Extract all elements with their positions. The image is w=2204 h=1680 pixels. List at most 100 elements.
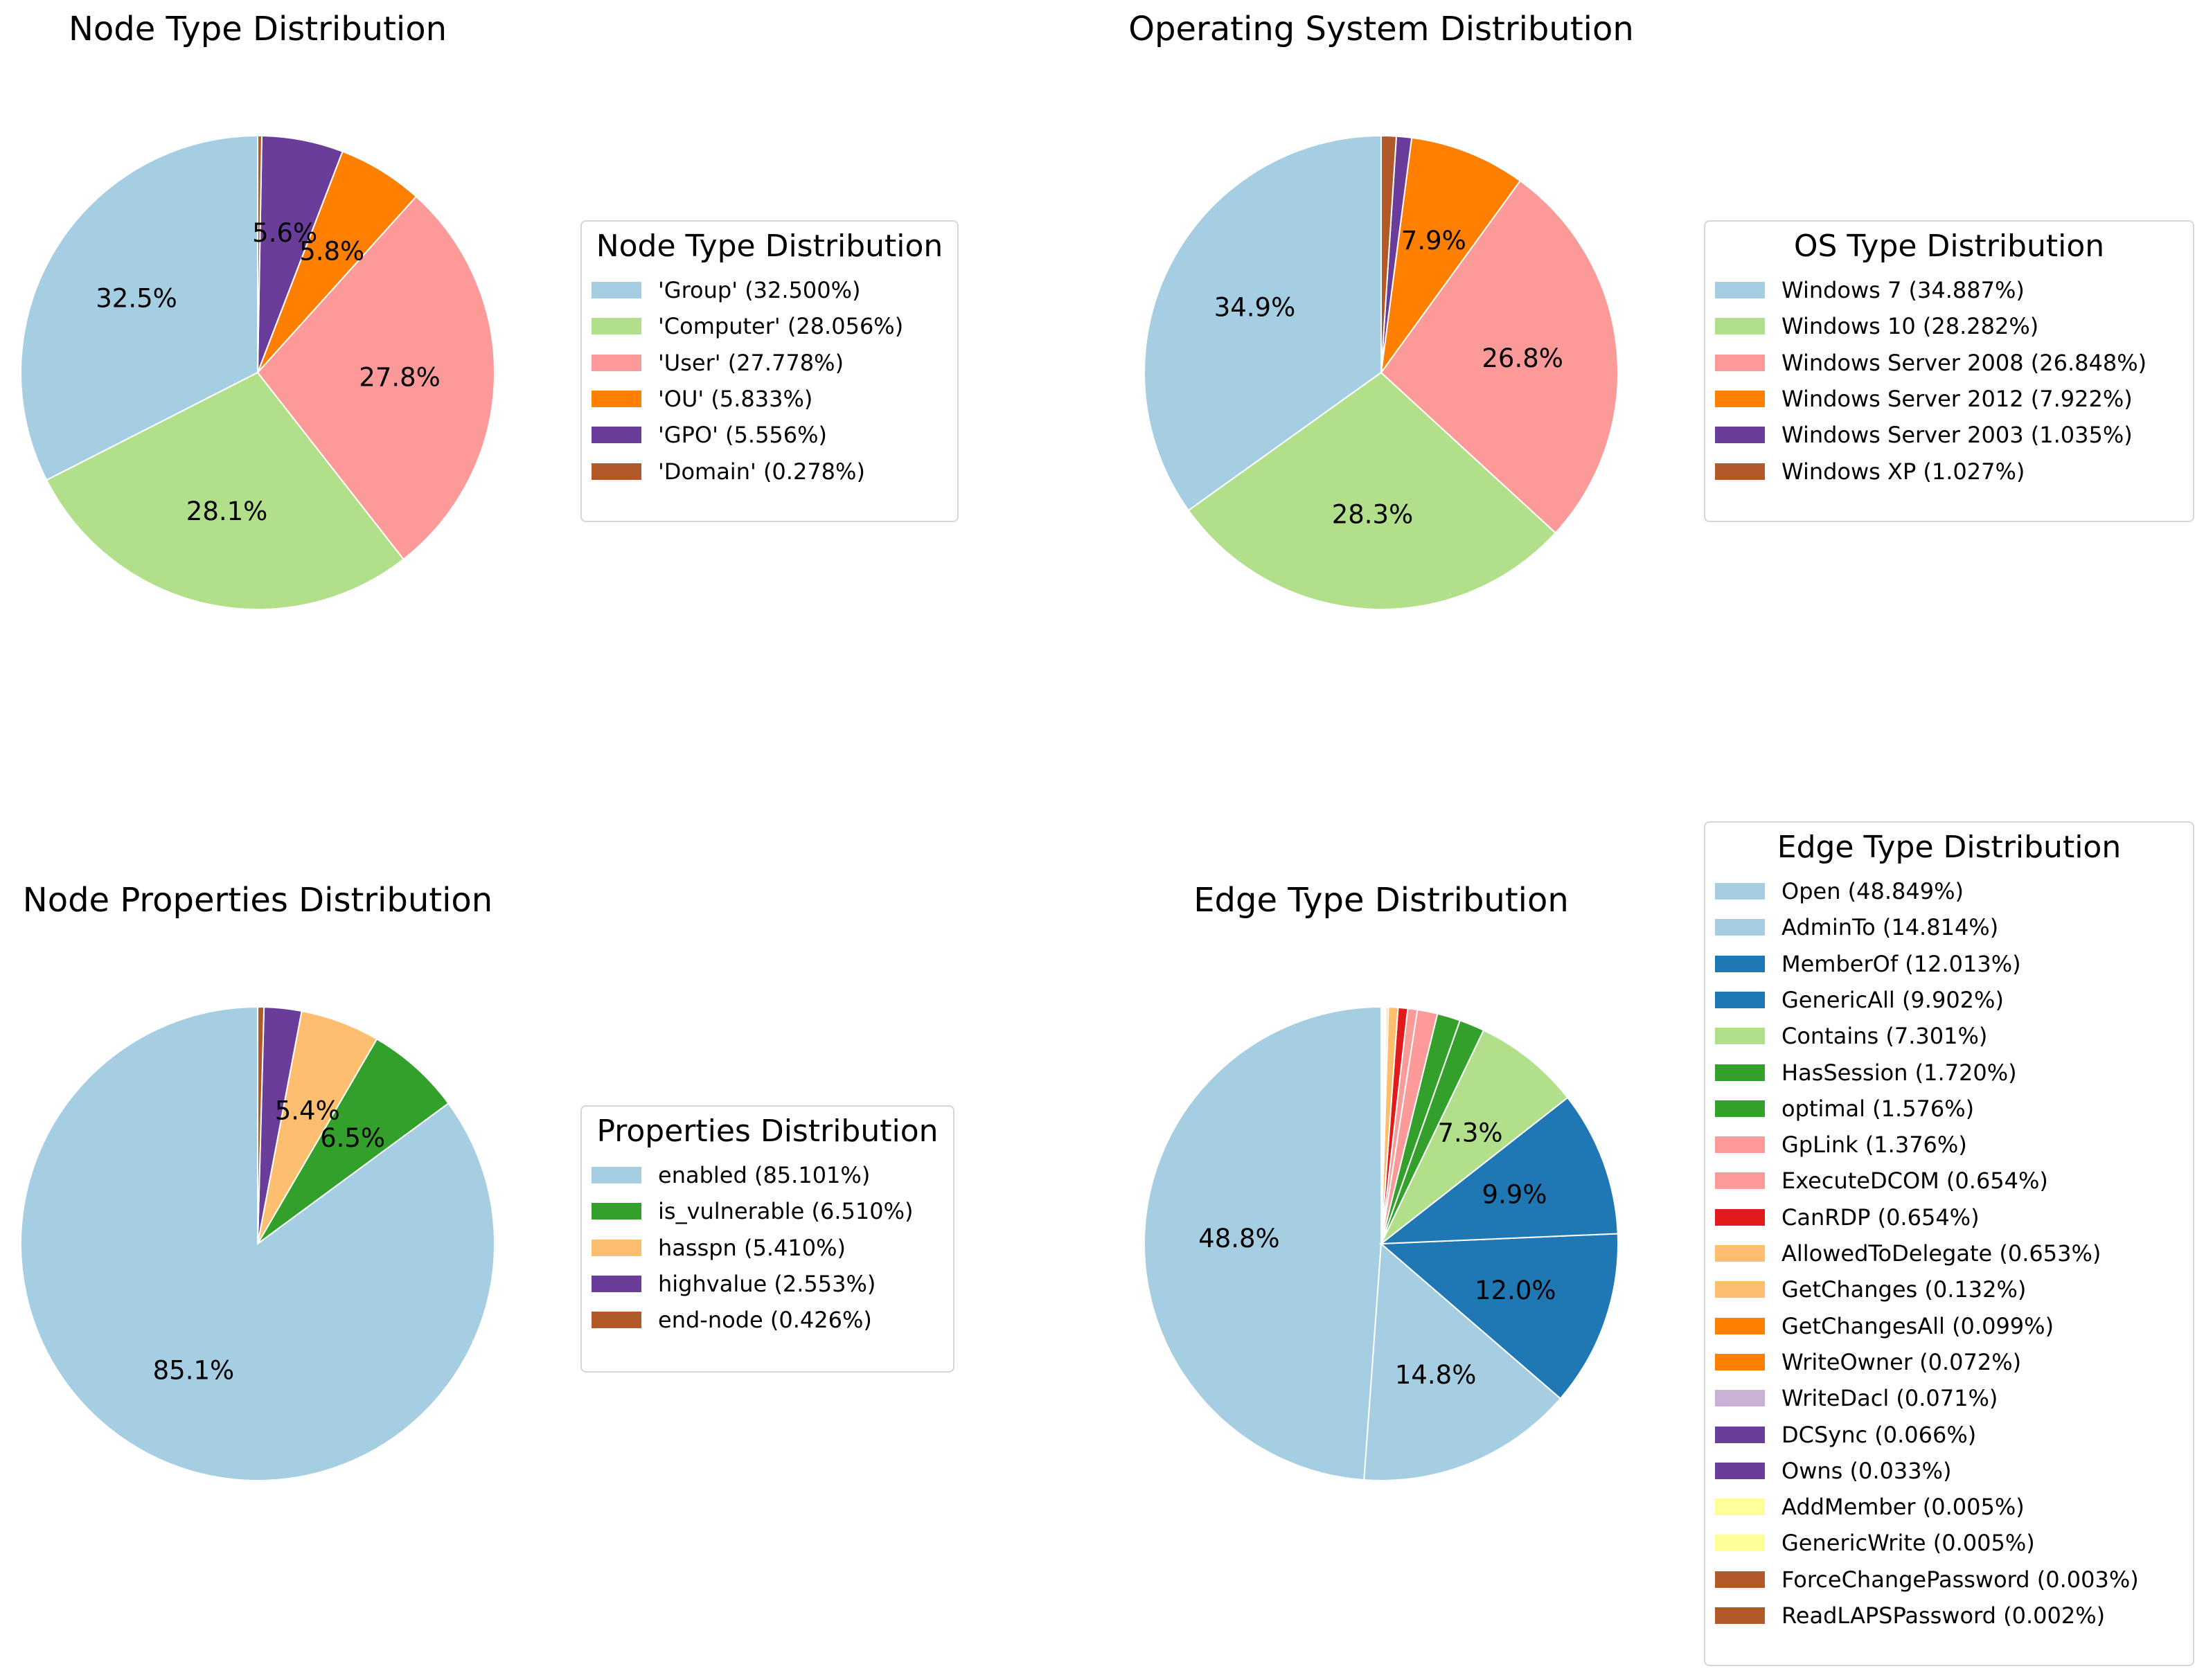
legend-label: Open (48.849%) [1781, 878, 1964, 904]
legend-swatch [1715, 1353, 1765, 1370]
pie-slice-windows-7 [1144, 134, 1382, 512]
pie-slice-genericall [1378, 1096, 1619, 1245]
pct-label-is-vulnerable: 6.5% [320, 1123, 385, 1153]
legend-swatch [1715, 1462, 1765, 1479]
legend-swatch [1715, 1136, 1765, 1154]
legend-swatch [1715, 1571, 1765, 1588]
legend-label: end-node (0.426%) [658, 1307, 872, 1334]
legend-swatch [1715, 1172, 1765, 1190]
legend-title: OS Type Distribution [1793, 229, 2105, 264]
legend-swatch [1715, 919, 1765, 936]
pct-label-contains: 7.3% [1438, 1118, 1503, 1148]
legend-item-genericwrite: GenericWrite (0.005%) [1715, 1526, 2035, 1560]
pie-slice-windows-server-2012 [1380, 136, 1522, 373]
legend-label: Windows Server 2003 (1.035%) [1781, 422, 2133, 449]
legend-swatch [1715, 354, 1765, 371]
legend-item-genericall: GenericAll (9.902%) [1715, 983, 2004, 1017]
legend-label: 'GPO' (5.556%) [658, 422, 828, 449]
legend-item-optimal: optimal (1.576%) [1715, 1091, 1974, 1126]
legend-label: Windows XP (1.027%) [1781, 458, 2025, 485]
legend-swatch [592, 1203, 641, 1220]
legend-item-allowedtodelegate: AllowedToDelegate (0.653%) [1715, 1236, 2101, 1271]
legend-item-domain: 'Domain' (0.278%) [592, 454, 865, 489]
legend-label: 'Group' (32.500%) [658, 277, 861, 303]
legend-swatch [592, 463, 641, 480]
legend-label: Owns (0.033%) [1781, 1457, 1952, 1484]
legend-label: CanRDP (0.654%) [1781, 1204, 1980, 1231]
legend-label: AllowedToDelegate (0.653%) [1781, 1240, 2101, 1267]
legend-swatch [592, 318, 641, 335]
legend-item-writeowner: WriteOwner (0.072%) [1715, 1345, 2021, 1379]
legend-swatch [1715, 1390, 1765, 1407]
pct-label-ou: 5.8% [299, 237, 364, 267]
legend-label: WriteDacl (0.071%) [1781, 1385, 1998, 1412]
pie-slice-adminto [1363, 1242, 1562, 1481]
legend-item-executedcom: ExecuteDCOM (0.654%) [1715, 1163, 2048, 1198]
legend-item-hassession: HasSession (1.720%) [1715, 1055, 2017, 1090]
legend-swatch [1715, 1535, 1765, 1552]
legend-item-getchanges: GetChanges (0.132%) [1715, 1272, 2026, 1307]
pct-label-hasspn: 5.4% [275, 1096, 340, 1125]
pie-slice-is-vulnerable [257, 1038, 450, 1244]
legend-swatch [1715, 1064, 1765, 1081]
legend-label: GpLink (1.376%) [1781, 1132, 1967, 1159]
legend-item-windows-xp: Windows XP (1.027%) [1715, 454, 2025, 489]
legend-title: Node Type Distribution [596, 229, 943, 264]
legend-label: AddMember (0.005%) [1781, 1494, 2025, 1521]
chart-title-node-properties: Node Properties Distribution [22, 881, 493, 920]
legend-swatch [1715, 1499, 1765, 1516]
legend-label: ReadLAPSPassword (0.002%) [1781, 1602, 2106, 1629]
legend-label: ExecuteDCOM (0.654%) [1781, 1168, 2048, 1195]
pct-label-windows-10: 28.3% [1332, 499, 1414, 529]
legend-title: Properties Distribution [596, 1114, 939, 1149]
legend-swatch [1715, 427, 1765, 444]
pct-label-adminto: 14.8% [1395, 1360, 1477, 1390]
legend-swatch [592, 390, 641, 407]
legend-label: Contains (7.301%) [1781, 1023, 1988, 1050]
legend-label: 'User' (27.778%) [658, 349, 844, 376]
legend-label: DCSync (0.066%) [1781, 1421, 1977, 1448]
pie-slice-user [256, 195, 495, 560]
legend-swatch [1715, 1317, 1765, 1334]
pie-os: 34.9% 28.3% 26.8% 7.9% [1144, 134, 1619, 610]
legend-item-ou: 'OU' (5.833%) [592, 382, 812, 416]
legend-item-memberof: MemberOf (12.013%) [1715, 947, 2021, 981]
legend-item-enabled: enabled (85.101%) [592, 1158, 870, 1192]
legend-item-windows-7: Windows 7 (34.887%) [1715, 273, 2025, 307]
pie-node-properties: 85.1% 6.5%5.4% [19, 1006, 495, 1481]
legend-label: Windows Server 2012 (7.922%) [1781, 385, 2133, 412]
legend-swatch [592, 354, 641, 371]
legend-swatch [592, 427, 641, 444]
legend-swatch [1715, 1028, 1765, 1045]
legend-item-computer: 'Computer' (28.056%) [592, 309, 903, 343]
legend-item-adminto: AdminTo (14.814%) [1715, 910, 1998, 945]
legend-label: MemberOf (12.013%) [1781, 950, 2021, 977]
legend-label: GetChanges (0.132%) [1781, 1276, 2027, 1303]
pct-label-windows-server-2012: 7.9% [1401, 226, 1466, 256]
legend-os: OS Type Distribution Windows 7 (34.887%)… [1704, 220, 2194, 522]
legend-item-gpo: 'GPO' (5.556%) [592, 418, 827, 452]
legend-item-writedacl: WriteDacl (0.071%) [1715, 1381, 1998, 1415]
legend-label: AdminTo (14.814%) [1781, 914, 1999, 941]
legend-item-dcsync: DCSync (0.066%) [1715, 1418, 1976, 1452]
pie-slice-windows-10 [1187, 371, 1557, 610]
legend-swatch [1715, 463, 1765, 480]
chart-title-edge-type: Edge Type Distribution [1193, 881, 1569, 920]
legend-item-owns: Owns (0.033%) [1715, 1454, 1951, 1488]
legend-node-properties: Properties Distribution enabled (85.101%… [580, 1105, 954, 1373]
pie-slice-memberof [1379, 1233, 1619, 1400]
legend-item-group: 'Group' (32.500%) [592, 273, 861, 307]
pct-label-computer: 28.1% [186, 497, 268, 526]
legend-swatch [1715, 390, 1765, 407]
pct-label-user: 27.8% [359, 363, 441, 393]
legend-item-windows-10: Windows 10 (28.282%) [1715, 309, 2038, 343]
legend-item-readlapspassword: ReadLAPSPassword (0.002%) [1715, 1598, 2105, 1633]
legend-edge-type: Edge Type Distribution Open (48.849%) Adm… [1704, 821, 2194, 1666]
pct-label-enabled: 85.1% [153, 1356, 235, 1386]
pie-slice-windows-server-2008 [1380, 179, 1619, 534]
legend-item-open: Open (48.849%) [1715, 874, 1964, 909]
legend-label: Windows 7 (34.887%) [1781, 277, 2025, 303]
legend-label: optimal (1.576%) [1781, 1095, 1975, 1122]
legend-item-user: 'User' (27.778%) [592, 346, 844, 380]
legend-item-contains: Contains (7.301%) [1715, 1019, 1987, 1053]
